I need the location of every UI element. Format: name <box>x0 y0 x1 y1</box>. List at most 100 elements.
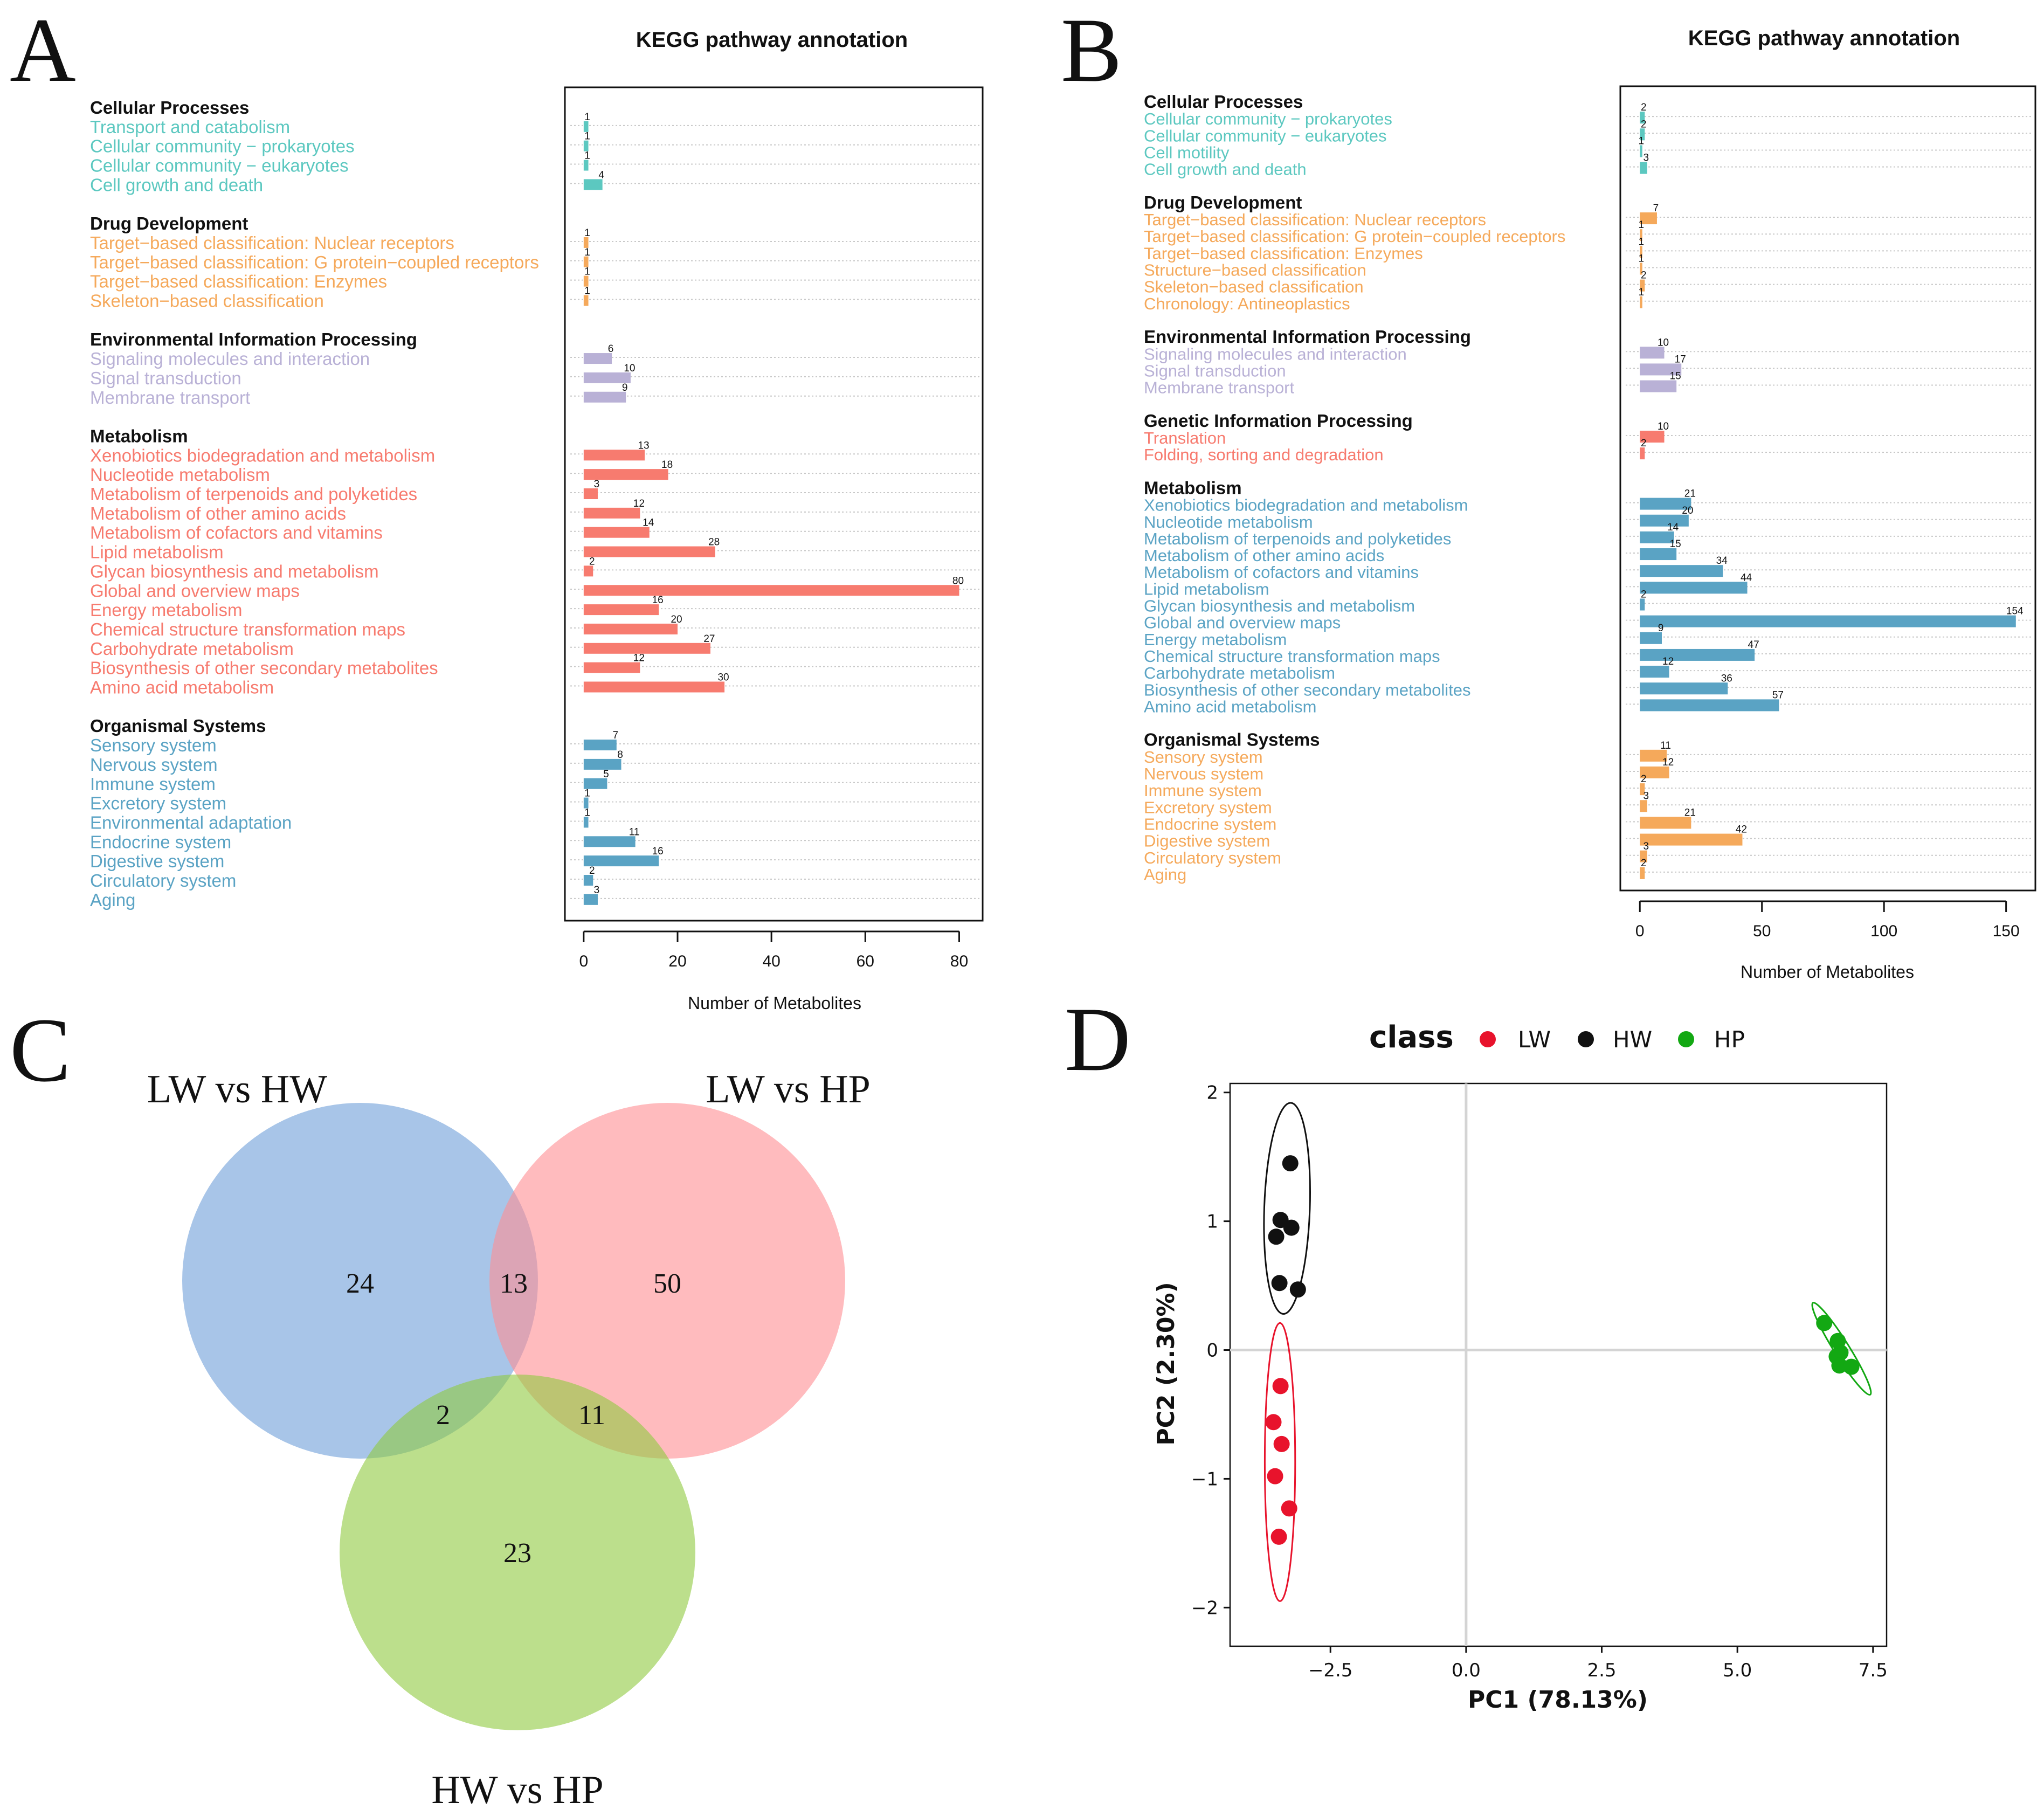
venn-count-lwhw-hwhp: 2 <box>436 1400 450 1431</box>
bar-value-label: 4 <box>598 169 604 181</box>
pathway-label: Biosynthesis of other secondary metaboli… <box>90 658 438 678</box>
legend-marker-hp <box>1678 1031 1694 1047</box>
category-label: Organismal Systems <box>90 716 266 736</box>
pathway-label: Excretory system <box>1144 798 1272 817</box>
pca-point-lw <box>1270 1528 1287 1545</box>
bar-value-label: 16 <box>652 846 664 857</box>
bar <box>1640 112 1645 124</box>
pca-point-lw <box>1267 1468 1283 1485</box>
bar-value-label: 57 <box>1772 689 1784 701</box>
bar <box>583 469 668 480</box>
pathway-label: Target−based classification: Nuclear rec… <box>1144 210 1486 229</box>
pathway-label: Target−based classification: G protein−c… <box>1144 227 1565 246</box>
x-tick-label: 150 <box>1993 922 2020 940</box>
pathway-label: Skeleton−based classification <box>1144 278 1364 296</box>
bar-value-label: 2 <box>589 865 595 876</box>
pca-point-lw <box>1273 1435 1290 1452</box>
bar <box>583 546 715 557</box>
x-axis-label-b: Number of Metabolites <box>1741 962 1914 982</box>
bar-value-label: 8 <box>617 749 623 761</box>
kegg-title-b: KEGG pathway annotation <box>1688 26 1960 50</box>
category-label: Cellular Processes <box>1144 92 1303 112</box>
bar <box>583 450 645 461</box>
bar-value-label: 1 <box>1638 236 1644 247</box>
bar-value-label: 2 <box>1641 270 1647 281</box>
venn-count-only-hw-vs-hp: 23 <box>503 1538 531 1569</box>
pathway-label: Cellular community − eukaryotes <box>90 156 349 176</box>
pathway-label: Cell growth and death <box>90 175 263 195</box>
bar-value-label: 11 <box>629 826 640 838</box>
bar-value-label: 20 <box>1682 505 1693 516</box>
bar-value-label: 1 <box>1638 287 1644 298</box>
pathway-label: Endocrine system <box>1144 814 1276 833</box>
pathway-label: Digestive system <box>90 851 224 871</box>
bar <box>583 585 959 596</box>
category-label: Genetic Information Processing <box>1144 411 1413 431</box>
pathway-label: Nervous system <box>90 755 218 775</box>
pathway-label: Metabolism of terpenoids and polyketides <box>90 484 417 504</box>
pathway-label: Endocrine system <box>90 832 231 852</box>
plot-frame <box>564 86 984 922</box>
pca-point-lw <box>1265 1414 1282 1431</box>
bar-value-label: 1 <box>584 131 590 142</box>
pca-y-tick-label: −2 <box>1191 1597 1218 1619</box>
bar <box>1640 749 1667 762</box>
pathway-label: Amino acid metabolism <box>1144 697 1316 716</box>
bar <box>583 295 589 306</box>
pathway-label: Metabolism of terpenoids and polyketides <box>1144 529 1451 548</box>
category-label: Environmental Information Processing <box>1144 327 1471 347</box>
pathway-label: Signal transduction <box>1144 361 1286 380</box>
bar-value-label: 1 <box>584 266 590 278</box>
bar <box>1640 162 1647 174</box>
legend-title: class <box>1369 1020 1454 1055</box>
bar <box>583 372 631 383</box>
bar-value-label: 1 <box>1638 253 1644 265</box>
category-label: Organismal Systems <box>1144 730 1320 750</box>
category-label: Environmental Information Processing <box>90 329 417 349</box>
pathway-label: Signal transduction <box>90 368 241 388</box>
bar <box>583 894 598 905</box>
bar-value-label: 10 <box>1658 421 1669 432</box>
pca-y-tick-label: 1 <box>1206 1211 1218 1233</box>
venn-circle-lw-vs-hp <box>489 1103 845 1459</box>
pca-x-tick-label: 0.0 <box>1452 1660 1481 1681</box>
pathway-label: Target−based classification: Enzymes <box>90 272 387 292</box>
pathway-label: Target−based classification: G protein−c… <box>90 252 539 272</box>
pathway-label: Membrane transport <box>90 388 250 408</box>
bar-value-label: 1 <box>1638 219 1644 231</box>
pathway-label: Immune system <box>90 774 216 794</box>
bar <box>583 778 607 789</box>
bar-value-label: 1 <box>584 788 590 799</box>
bar-value-label: 2 <box>1641 119 1647 130</box>
bar <box>583 662 640 673</box>
kegg-title-a: KEGG pathway annotation <box>636 28 908 52</box>
bar <box>583 256 589 267</box>
bar <box>583 681 725 693</box>
pathway-label: Target−based classification: Enzymes <box>1144 244 1423 263</box>
venn-count-only-lw-vs-hp: 50 <box>653 1268 681 1299</box>
bar <box>1640 431 1665 443</box>
bar-value-label: 30 <box>717 672 729 683</box>
bar-value-label: 34 <box>1716 555 1728 567</box>
bar <box>1640 145 1642 157</box>
bar <box>1640 246 1642 258</box>
legend-label-hp: HP <box>1714 1026 1745 1053</box>
bar-value-label: 3 <box>594 885 600 896</box>
bar <box>1640 212 1657 225</box>
bar <box>583 140 589 151</box>
bar <box>1640 582 1748 594</box>
pca-x-axis-label: PC1 (78.13%) <box>1468 1686 1648 1714</box>
bar <box>583 643 710 654</box>
bar-value-label: 2 <box>1641 438 1647 449</box>
pathway-label: Membrane transport <box>1144 378 1295 397</box>
pathway-label: Signaling molecules and interaction <box>90 349 370 369</box>
pca-plot-frame <box>1229 1082 1888 1647</box>
x-tick-label: 20 <box>668 952 686 970</box>
venn-label-lw-vs-hw: LW vs HW <box>147 1067 327 1111</box>
pca-y-tick-label: −1 <box>1191 1468 1218 1490</box>
pathway-label: Metabolism of other amino acids <box>90 503 346 523</box>
bar <box>1640 682 1728 695</box>
pca-point-hp <box>1843 1358 1860 1375</box>
bar-value-label: 2 <box>589 556 595 567</box>
bar <box>1640 767 1669 778</box>
